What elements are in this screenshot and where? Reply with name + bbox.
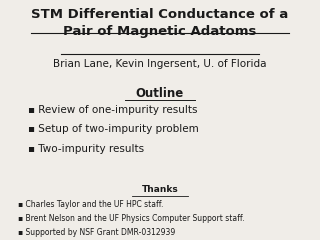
Text: Brian Lane, Kevin Ingersent, U. of Florida: Brian Lane, Kevin Ingersent, U. of Flori…: [53, 59, 267, 69]
Text: Outline: Outline: [136, 87, 184, 100]
Text: ▪ Supported by NSF Grant DMR-0312939: ▪ Supported by NSF Grant DMR-0312939: [18, 228, 176, 237]
Text: ▪ Brent Nelson and the UF Physics Computer Support staff.: ▪ Brent Nelson and the UF Physics Comput…: [18, 214, 245, 223]
Text: STM Differential Conductance of a
Pair of Magnetic Adatoms: STM Differential Conductance of a Pair o…: [31, 8, 289, 38]
Text: ▪ Review of one-impurity results: ▪ Review of one-impurity results: [28, 105, 197, 115]
Text: Thanks: Thanks: [142, 185, 178, 194]
Text: ▪ Two-impurity results: ▪ Two-impurity results: [28, 144, 144, 154]
Text: ▪ Setup of two-impurity problem: ▪ Setup of two-impurity problem: [28, 124, 198, 134]
Text: ▪ Charles Taylor and the UF HPC staff.: ▪ Charles Taylor and the UF HPC staff.: [18, 200, 164, 209]
